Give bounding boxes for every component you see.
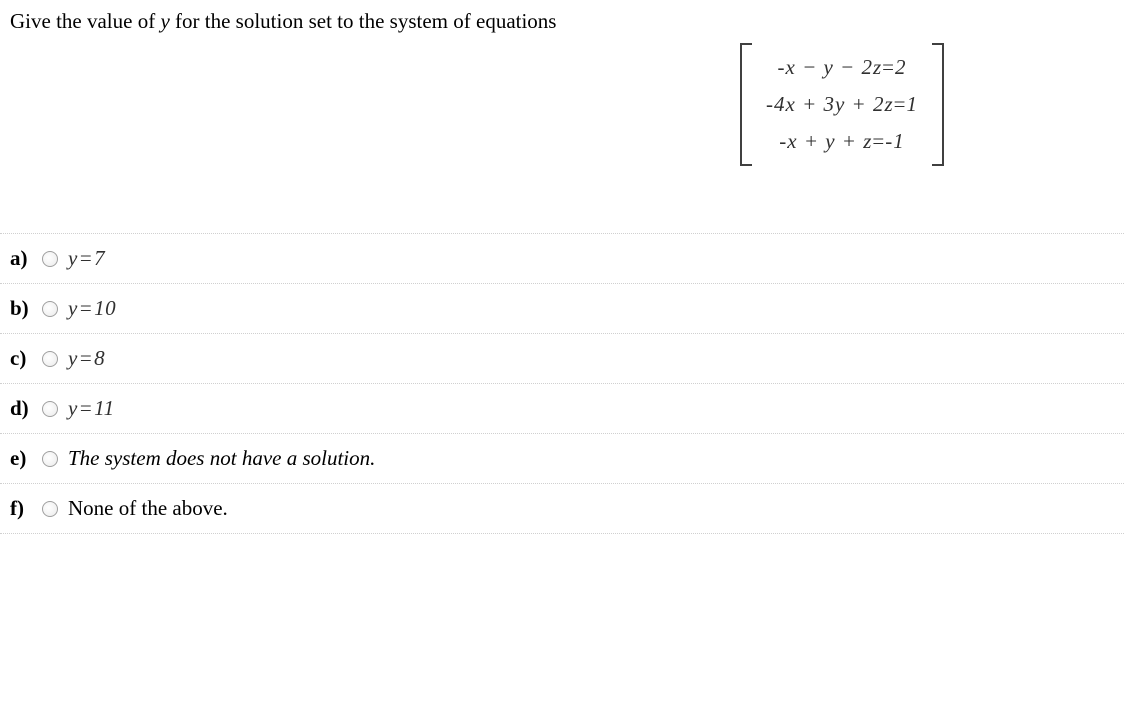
equation-lines: -x − y − 2z=2 -4x + 3y + 2z=1 -x + y + z… [752, 43, 932, 166]
equation-2: -4x + 3y + 2z=1 [766, 86, 918, 123]
option-e-text: The system does not have a solution. [68, 446, 375, 471]
option-c-label: c) [10, 346, 40, 371]
option-c-text: y=8 [68, 346, 105, 371]
option-b-text: y=10 [68, 296, 116, 321]
question-prompt: Give the value of y for the solution set… [0, 0, 1124, 43]
option-e[interactable]: e) The system does not have a solution. [0, 433, 1124, 483]
option-e-label: e) [10, 446, 40, 471]
option-b[interactable]: b) y=10 [0, 283, 1124, 333]
left-bracket [740, 43, 752, 166]
equation-3: -x + y + z=-1 [766, 123, 918, 160]
radio-d[interactable] [42, 401, 58, 417]
answer-options: a) y=7 b) y=10 c) y=8 d) y=11 e) The sys… [0, 233, 1124, 534]
radio-a[interactable] [42, 251, 58, 267]
radio-e[interactable] [42, 451, 58, 467]
option-d[interactable]: d) y=11 [0, 383, 1124, 433]
question-prefix: Give the value of [10, 9, 160, 33]
option-d-text: y=11 [68, 396, 115, 421]
equation-1: -x − y − 2z=2 [766, 49, 918, 86]
radio-f[interactable] [42, 501, 58, 517]
option-d-label: d) [10, 396, 40, 421]
option-f-text: None of the above. [68, 496, 228, 521]
radio-c[interactable] [42, 351, 58, 367]
question-variable: y [160, 9, 169, 33]
option-f-label: f) [10, 496, 40, 521]
option-c[interactable]: c) y=8 [0, 333, 1124, 383]
option-a-label: a) [10, 246, 40, 271]
option-a[interactable]: a) y=7 [0, 233, 1124, 283]
equation-system: -x − y − 2z=2 -4x + 3y + 2z=1 -x + y + z… [0, 43, 1124, 193]
equation-bracket: -x − y − 2z=2 -4x + 3y + 2z=1 -x + y + z… [740, 43, 944, 166]
option-a-text: y=7 [68, 246, 105, 271]
radio-b[interactable] [42, 301, 58, 317]
right-bracket [932, 43, 944, 166]
option-b-label: b) [10, 296, 40, 321]
question-suffix: for the solution set to the system of eq… [170, 9, 557, 33]
option-f[interactable]: f) None of the above. [0, 483, 1124, 534]
